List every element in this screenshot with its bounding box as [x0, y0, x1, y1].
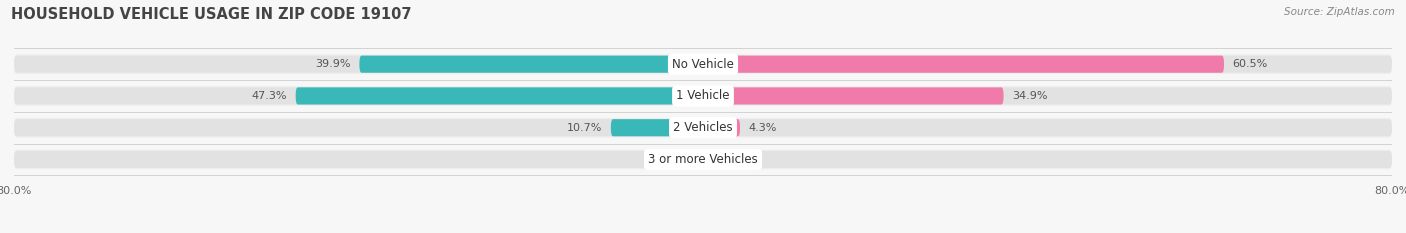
Text: 1 Vehicle: 1 Vehicle	[676, 89, 730, 103]
Text: 2.1%: 2.1%	[648, 154, 676, 164]
FancyBboxPatch shape	[14, 86, 1392, 106]
Text: 47.3%: 47.3%	[252, 91, 287, 101]
FancyBboxPatch shape	[14, 119, 703, 136]
FancyBboxPatch shape	[703, 119, 1392, 136]
Text: 3 or more Vehicles: 3 or more Vehicles	[648, 153, 758, 166]
FancyBboxPatch shape	[14, 150, 1392, 169]
Text: 60.5%: 60.5%	[1233, 59, 1268, 69]
FancyBboxPatch shape	[360, 56, 703, 73]
FancyBboxPatch shape	[703, 151, 1392, 168]
Text: 2 Vehicles: 2 Vehicles	[673, 121, 733, 134]
FancyBboxPatch shape	[14, 56, 703, 73]
FancyBboxPatch shape	[14, 118, 1392, 137]
FancyBboxPatch shape	[610, 119, 703, 136]
Text: HOUSEHOLD VEHICLE USAGE IN ZIP CODE 19107: HOUSEHOLD VEHICLE USAGE IN ZIP CODE 1910…	[11, 7, 412, 22]
FancyBboxPatch shape	[295, 87, 703, 105]
FancyBboxPatch shape	[685, 151, 703, 168]
Text: 4.3%: 4.3%	[748, 123, 778, 133]
Text: 34.9%: 34.9%	[1012, 91, 1047, 101]
FancyBboxPatch shape	[14, 87, 703, 105]
Text: No Vehicle: No Vehicle	[672, 58, 734, 71]
Text: 10.7%: 10.7%	[567, 123, 602, 133]
FancyBboxPatch shape	[703, 87, 1392, 105]
FancyBboxPatch shape	[703, 151, 706, 168]
FancyBboxPatch shape	[703, 56, 1225, 73]
Text: Source: ZipAtlas.com: Source: ZipAtlas.com	[1284, 7, 1395, 17]
FancyBboxPatch shape	[703, 56, 1392, 73]
FancyBboxPatch shape	[14, 54, 1392, 74]
FancyBboxPatch shape	[14, 151, 703, 168]
Text: 39.9%: 39.9%	[315, 59, 350, 69]
FancyBboxPatch shape	[703, 119, 740, 136]
Text: 0.28%: 0.28%	[714, 154, 749, 164]
FancyBboxPatch shape	[703, 87, 1004, 105]
